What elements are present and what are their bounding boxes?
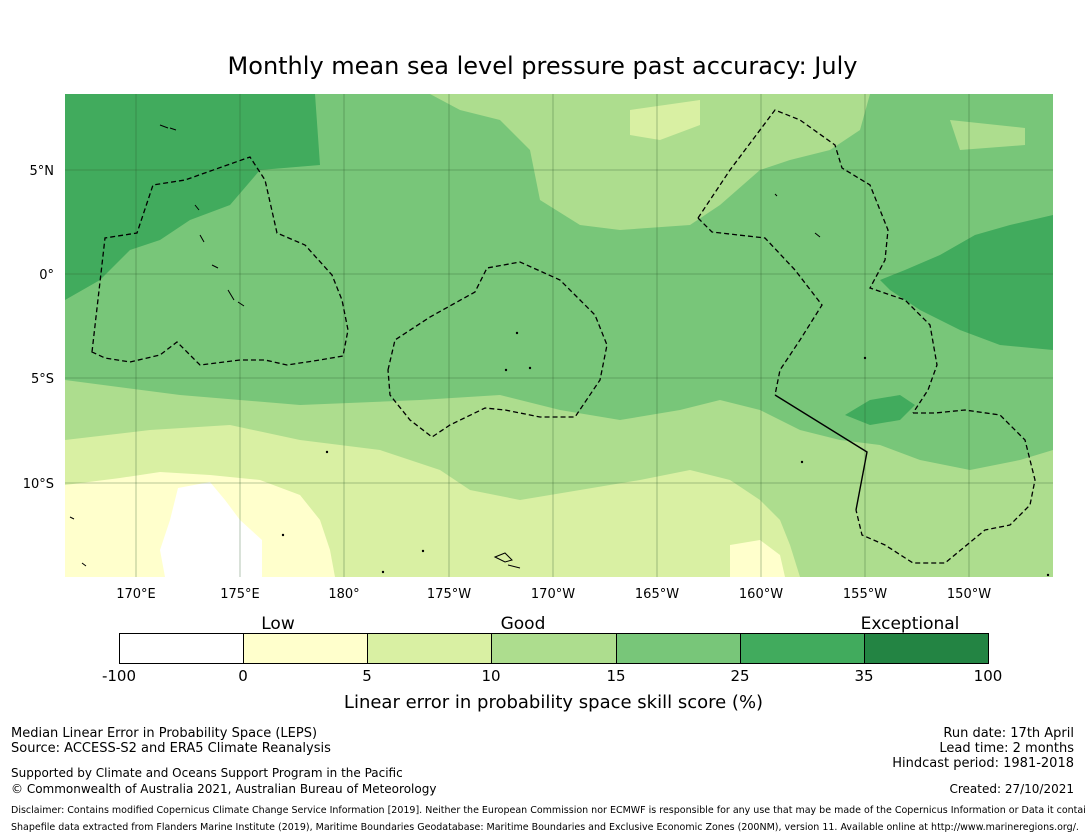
footer-copyright: © Commonwealth of Australia 2021, Austra… (11, 782, 437, 796)
colorbar (119, 633, 989, 664)
lon-label: 175°E (220, 587, 260, 600)
colorbar-category-good: Good (500, 614, 546, 634)
island-dot (421, 549, 425, 553)
footer-lead-time: Lead time: 2 months (939, 741, 1074, 756)
island-dot (504, 368, 508, 372)
disclaimer-copernicus: Disclaimer: Contains modified Copernicus… (11, 805, 1085, 816)
lon-label: 160°W (739, 587, 783, 600)
colorbar-category-exceptional: Exceptional (860, 614, 960, 634)
eez-boundary-central (697, 217, 823, 396)
footer-run-date: Run date: 17th April (943, 726, 1074, 741)
colorbar-tick: 10 (481, 667, 501, 685)
chart-title: Monthly mean sea level pressure past acc… (227, 52, 858, 80)
lon-label: 170°E (116, 587, 156, 600)
island-dot (381, 570, 385, 574)
island-dot (528, 366, 532, 370)
colorbar-segment (368, 634, 493, 663)
colorbar-tick: -100 (101, 667, 137, 685)
colorbar-segment (616, 634, 741, 663)
map-region-10-15-nw (950, 120, 1025, 150)
map-region-5-10-north (630, 100, 700, 140)
island-dot (281, 533, 285, 537)
map-region-25-35-west (65, 94, 320, 300)
eez-boundary-kiribati-phoenix (387, 261, 608, 438)
map-gridlines (65, 94, 1053, 577)
map-region-below-0 (160, 482, 262, 577)
lon-label: 155°W (843, 587, 887, 600)
lat-label: 5°N (30, 164, 55, 179)
island-dot (863, 356, 867, 360)
island-dot (515, 331, 519, 335)
skill-map: 5°N 0° 5°S 10°S 170°E 175°E 180° 175°W 1… (23, 94, 1053, 600)
map-region-10-15-north (430, 94, 870, 230)
colorbar-tick: 0 (238, 667, 248, 685)
lat-label: 5°S (31, 372, 54, 387)
lat-label: 0° (39, 268, 54, 283)
footer-support: Supported by Climate and Oceans Support … (11, 766, 403, 780)
colorbar-tick: 15 (606, 667, 626, 685)
colorbar-segment (740, 634, 865, 663)
colorbar-label: Linear error in probability space skill … (343, 692, 764, 713)
eez-boundary-kiribati-line-south (855, 409, 1036, 564)
island-dot (800, 460, 804, 464)
eez-boundary-kiribati-gilbert (91, 156, 349, 366)
colorbar-segment (120, 634, 245, 663)
colorbar-category-low: Low (261, 614, 295, 634)
island-marker (69, 124, 821, 569)
lon-label: 170°W (531, 587, 575, 600)
lon-label: 150°W (947, 587, 991, 600)
colorbar-segment (244, 634, 369, 663)
island-dot (325, 450, 329, 454)
colorbar-tick: 5 (362, 667, 372, 685)
eez-boundary-solid (774, 394, 868, 511)
lon-label: 180° (328, 587, 359, 600)
footer-created: Created: 27/10/2021 (949, 782, 1074, 796)
lon-label: 175°W (427, 587, 471, 600)
colorbar-segment (864, 634, 988, 663)
colorbar-tick: 25 (730, 667, 750, 685)
colorbar-tick: 100 (973, 667, 1003, 685)
colorbar-segment (492, 634, 617, 663)
footer-method: Median Linear Error in Probability Space… (11, 726, 318, 741)
map-region-25-35-east (880, 215, 1053, 350)
disclaimer-shapefile: Shapefile data extracted from Flanders M… (11, 822, 1079, 833)
footer-hindcast: Hindcast period: 1981-2018 (892, 756, 1074, 771)
eez-boundary-kiribati-line (697, 109, 938, 414)
island-dot (1046, 573, 1050, 577)
colorbar-tick: 35 (854, 667, 874, 685)
map-region-0-5-east (730, 540, 785, 577)
lon-label: 165°W (635, 587, 679, 600)
footer-source: Source: ACCESS-S2 and ERA5 Climate Reana… (11, 741, 331, 756)
lat-label: 10°S (23, 477, 54, 492)
map-region-25-35-patch (845, 395, 915, 425)
